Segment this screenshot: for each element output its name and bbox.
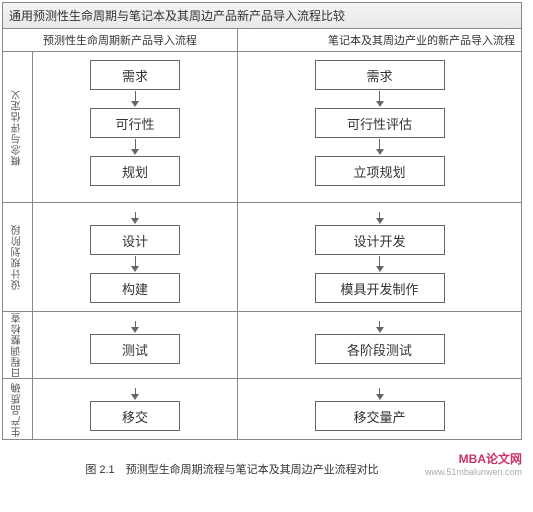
flow-node: 可行性 bbox=[90, 108, 180, 138]
phase-label-cell: 日程调整检查 bbox=[3, 312, 33, 378]
flow-arrow-icon bbox=[376, 256, 384, 272]
phase-label-cell: 概念与评估定义 bbox=[3, 52, 33, 202]
right-column-header: 笔记本及其周边产业的新产品导入流程 bbox=[238, 29, 521, 51]
phase-label: 概念与评估定义 bbox=[10, 89, 25, 166]
flow-arrow-icon bbox=[376, 321, 384, 333]
flow-arrow-icon bbox=[131, 212, 139, 224]
flow-arrow-icon bbox=[131, 139, 139, 155]
left-flow-column: 设计构建 bbox=[33, 203, 238, 311]
flow-arrow-icon bbox=[131, 321, 139, 333]
brand-url: www.51mbalunwen.com bbox=[402, 467, 522, 477]
flow-node: 各阶段测试 bbox=[315, 334, 445, 364]
flow-arrow-icon bbox=[376, 139, 384, 155]
phase-label: 设计规划阶段 bbox=[10, 224, 25, 290]
flow-node: 模具开发制作 bbox=[315, 273, 445, 303]
flow-node: 构建 bbox=[90, 273, 180, 303]
flow-node: 移交量产 bbox=[315, 401, 445, 431]
flow-node: 设计 bbox=[90, 225, 180, 255]
phase-label: 生产品质确 bbox=[10, 382, 25, 437]
phase-label-cell: 生产品质确 bbox=[3, 379, 33, 439]
flow-node: 需求 bbox=[90, 60, 180, 90]
flow-arrow-icon bbox=[376, 212, 384, 224]
flow-node: 可行性评估 bbox=[315, 108, 445, 138]
flow-node: 需求 bbox=[315, 60, 445, 90]
right-flow-column: 设计开发模具开发制作 bbox=[238, 203, 521, 311]
caption-row: 图 2.1 预测型生命周期流程与笔记本及其周边产业流程对比 MBA论文网 www… bbox=[2, 450, 522, 477]
phase-row: 设计规划阶段设计构建设计开发模具开发制作 bbox=[3, 202, 521, 311]
flow-node: 移交 bbox=[90, 401, 180, 431]
left-flow-column: 需求可行性规划 bbox=[33, 52, 238, 202]
flow-node: 规划 bbox=[90, 156, 180, 186]
flow-arrow-icon bbox=[131, 91, 139, 107]
phase-row: 概念与评估定义需求可行性规划需求可行性评估立项规划 bbox=[3, 52, 521, 202]
phase-row: 生产品质确 移交 移交量产 bbox=[3, 378, 521, 439]
column-header-row: 预测性生命周期新产品导入流程 笔记本及其周边产业的新产品导入流程 bbox=[3, 29, 521, 52]
comparison-table: 通用预测性生命周期与笔记本及其周边产品新产品导入流程比较 预测性生命周期新产品导… bbox=[2, 2, 522, 440]
figure-caption: 图 2.1 预测型生命周期流程与笔记本及其周边产业流程对比 bbox=[62, 461, 402, 477]
phase-row: 日程调整检查 测试 各阶段测试 bbox=[3, 311, 521, 378]
table-title: 通用预测性生命周期与笔记本及其周边产品新产品导入流程比较 bbox=[3, 3, 521, 29]
flow-node: 设计开发 bbox=[315, 225, 445, 255]
flow-arrow-icon bbox=[376, 388, 384, 400]
flow-arrow-icon bbox=[131, 256, 139, 272]
right-flow-column: 需求可行性评估立项规划 bbox=[238, 52, 521, 202]
phase-label: 日程调整检查 bbox=[10, 312, 25, 378]
left-column-header: 预测性生命周期新产品导入流程 bbox=[3, 29, 238, 51]
left-flow-column: 移交 bbox=[33, 379, 238, 439]
left-flow-column: 测试 bbox=[33, 312, 238, 378]
table-body: 概念与评估定义需求可行性规划需求可行性评估立项规划设计规划阶段设计构建设计开发模… bbox=[3, 52, 521, 439]
brand-name: MBA论文网 bbox=[402, 450, 522, 467]
right-flow-column: 各阶段测试 bbox=[238, 312, 521, 378]
flow-arrow-icon bbox=[376, 91, 384, 107]
right-flow-column: 移交量产 bbox=[238, 379, 521, 439]
flow-node: 立项规划 bbox=[315, 156, 445, 186]
flow-node: 测试 bbox=[90, 334, 180, 364]
flow-arrow-icon bbox=[131, 388, 139, 400]
phase-label-cell: 设计规划阶段 bbox=[3, 203, 33, 311]
